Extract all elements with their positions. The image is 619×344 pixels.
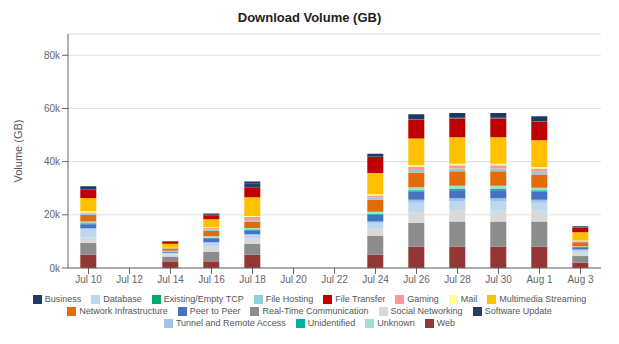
- html-text:Gaming: Gaming: [407, 294, 439, 304]
- svg-text:Jul 20: Jul 20: [280, 274, 307, 285]
- svg-text:Jul 14: Jul 14: [157, 274, 184, 285]
- html-text:Business: Business: [44, 294, 82, 304]
- html-text:Peer to Peer: Peer to Peer: [189, 306, 241, 316]
- svg-text:Jul 26: Jul 26: [403, 274, 430, 285]
- svg-text:Aug 1: Aug 1: [526, 274, 553, 285]
- svg-text:Aug 3: Aug 3: [567, 274, 594, 285]
- svg-text:Jul 22: Jul 22: [321, 274, 348, 285]
- html-text:Mail: Mail: [460, 294, 478, 304]
- svg-text:Jul 30: Jul 30: [485, 274, 512, 285]
- html-text:Unidentified: Unidentified: [307, 318, 356, 328]
- html-text:Database: Database: [103, 294, 142, 304]
- html-text:File Transfer: File Transfer: [335, 294, 386, 304]
- svg-text:Jul 24: Jul 24: [362, 274, 389, 285]
- svg-text:Jul 12: Jul 12: [116, 274, 143, 285]
- html-text:Software Update: Software Update: [484, 306, 552, 316]
- svg-text:Jul 16: Jul 16: [198, 274, 225, 285]
- html-text:Multimedia Streaming: Multimedia Streaming: [499, 294, 587, 304]
- svg-text:0k: 0k: [49, 263, 61, 274]
- svg-text:60k: 60k: [44, 103, 61, 114]
- svg-text:20k: 20k: [44, 209, 61, 220]
- html-text:Web: Web: [436, 318, 456, 328]
- svg-text:40k: 40k: [44, 156, 61, 167]
- svg-text:Volume (GB): Volume (GB): [12, 120, 24, 183]
- html-text:Unknown: Unknown: [377, 318, 415, 328]
- svg-text:Jul 10: Jul 10: [75, 274, 102, 285]
- svg-text:80k: 80k: [44, 50, 61, 61]
- html-text:Network Infrastructure: Network Infrastructure: [79, 306, 168, 316]
- html-text:Existing/Empty TCP: Existing/Empty TCP: [163, 294, 244, 304]
- svg-text:Jul 18: Jul 18: [239, 274, 266, 285]
- html-text:Social Networking: Social Networking: [390, 306, 463, 316]
- html-text:Real-Time Communication: Real-Time Communication: [262, 306, 369, 316]
- html-text:Tunnel and Remote Access: Tunnel and Remote Access: [175, 318, 286, 328]
- svg-text:Jul 28: Jul 28: [444, 274, 471, 285]
- html-text:File Hosting: File Hosting: [265, 294, 314, 304]
- html-text:Download Volume (GB): Download Volume (GB): [237, 10, 382, 25]
